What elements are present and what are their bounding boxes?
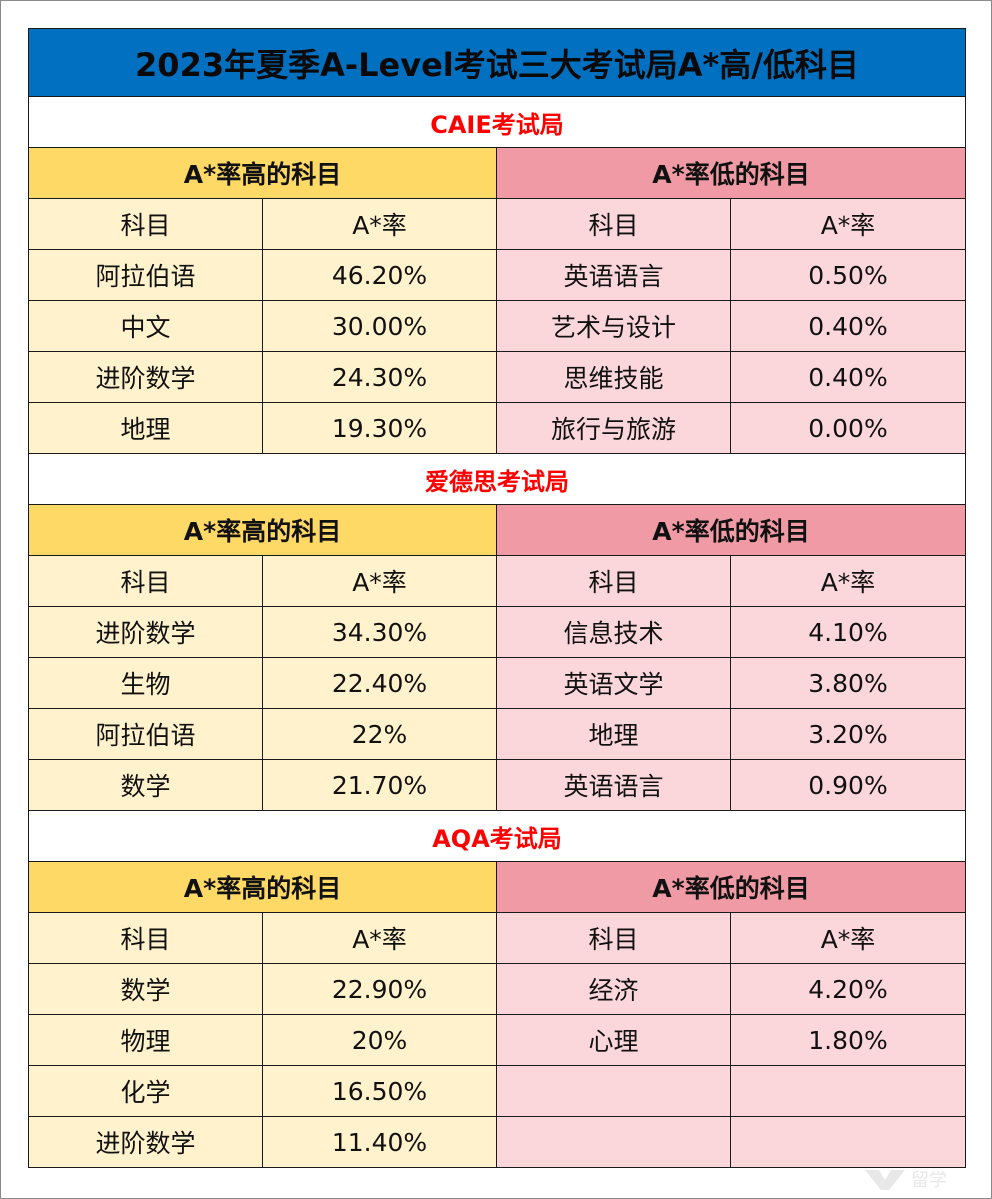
- high-rate-cell: 19.30%: [262, 402, 497, 454]
- high-rate-cell: 21.70%: [262, 759, 497, 811]
- high-subject-cell: 进阶数学: [28, 1116, 263, 1168]
- low-rate-cell: 3.80%: [730, 657, 966, 709]
- low-rate-cell: 0.50%: [730, 249, 966, 301]
- high-subject-cell: 阿拉伯语: [28, 249, 263, 301]
- high-rate-cell: 30.00%: [262, 300, 497, 352]
- column-header-row: 科目 A*率 科目 A*率: [28, 555, 966, 607]
- table-row: 阿拉伯语 46.20% 英语语言 0.50%: [28, 249, 966, 301]
- low-rate-cell: 1.80%: [730, 1014, 966, 1066]
- low-rate-header: A*率低的科目: [496, 861, 966, 913]
- high-rate-cell: 22%: [262, 708, 497, 760]
- low-subject-cell: 思维技能: [496, 351, 731, 403]
- table-row: 化学 16.50%: [28, 1065, 966, 1117]
- low-rate-column-header: A*率: [730, 912, 966, 964]
- high-subject-cell: 数学: [28, 963, 263, 1015]
- low-subject-cell: 英语语言: [496, 759, 731, 811]
- table-row: 数学 22.90% 经济 4.20%: [28, 963, 966, 1015]
- high-rate-cell: 24.30%: [262, 351, 497, 403]
- board-row: AQA考试局: [28, 810, 966, 862]
- high-rate-cell: 22.40%: [262, 657, 497, 709]
- table-row: 数学 21.70% 英语语言 0.90%: [28, 759, 966, 811]
- table-row: 进阶数学 34.30% 信息技术 4.10%: [28, 606, 966, 658]
- column-header-row: 科目 A*率 科目 A*率: [28, 198, 966, 250]
- low-rate-cell: [730, 1065, 966, 1117]
- section-header-row: A*率高的科目 A*率低的科目: [28, 147, 966, 199]
- high-rate-header: A*率高的科目: [28, 861, 497, 913]
- low-subject-column-header: 科目: [496, 198, 731, 250]
- high-rate-cell: 34.30%: [262, 606, 497, 658]
- board-name: CAIE考试局: [28, 96, 966, 148]
- high-subject-cell: 数学: [28, 759, 263, 811]
- table-row: 进阶数学 24.30% 思维技能 0.40%: [28, 351, 966, 403]
- table-row: 中文 30.00% 艺术与设计 0.40%: [28, 300, 966, 352]
- high-subject-cell: 中文: [28, 300, 263, 352]
- low-subject-cell: [496, 1116, 731, 1168]
- low-rate-cell: 0.40%: [730, 351, 966, 403]
- low-subject-cell: 信息技术: [496, 606, 731, 658]
- low-rate-cell: 0.40%: [730, 300, 966, 352]
- low-rate-cell: [730, 1116, 966, 1168]
- high-rate-cell: 22.90%: [262, 963, 497, 1015]
- low-rate-header: A*率低的科目: [496, 147, 966, 199]
- high-subject-cell: 进阶数学: [28, 351, 263, 403]
- section-header-row: A*率高的科目 A*率低的科目: [28, 504, 966, 556]
- low-subject-cell: [496, 1065, 731, 1117]
- low-rate-cell: 4.20%: [730, 963, 966, 1015]
- low-rate-header: A*率低的科目: [496, 504, 966, 556]
- low-rate-cell: 4.10%: [730, 606, 966, 658]
- table-row: 物理 20% 心理 1.80%: [28, 1014, 966, 1066]
- high-subject-column-header: 科目: [28, 912, 263, 964]
- low-rate-cell: 0.00%: [730, 402, 966, 454]
- low-rate-cell: 3.20%: [730, 708, 966, 760]
- high-subject-column-header: 科目: [28, 198, 263, 250]
- high-subject-cell: 阿拉伯语: [28, 708, 263, 760]
- high-subject-column-header: 科目: [28, 555, 263, 607]
- watermark-logo-icon: 留学: [865, 1170, 947, 1191]
- high-rate-cell: 16.50%: [262, 1065, 497, 1117]
- low-subject-cell: 英语文学: [496, 657, 731, 709]
- high-rate-column-header: A*率: [262, 555, 497, 607]
- high-subject-cell: 进阶数学: [28, 606, 263, 658]
- table-row: 生物 22.40% 英语文学 3.80%: [28, 657, 966, 709]
- high-rate-header: A*率高的科目: [28, 147, 497, 199]
- low-rate-column-header: A*率: [730, 198, 966, 250]
- table-row: 进阶数学 11.40%: [28, 1116, 966, 1168]
- page-title: 2023年夏季A-Level考试三大考试局A*高/低科目: [28, 28, 966, 97]
- score-table: 2023年夏季A-Level考试三大考试局A*高/低科目 CAIE考试局 A*率高…: [28, 28, 966, 1168]
- section-header-row: A*率高的科目 A*率低的科目: [28, 861, 966, 913]
- high-rate-header: A*率高的科目: [28, 504, 497, 556]
- high-subject-cell: 物理: [28, 1014, 263, 1066]
- column-header-row: 科目 A*率 科目 A*率: [28, 912, 966, 964]
- high-rate-cell: 46.20%: [262, 249, 497, 301]
- table-row: 地理 19.30% 旅行与旅游 0.00%: [28, 402, 966, 454]
- board-row: CAIE考试局: [28, 96, 966, 148]
- low-rate-cell: 0.90%: [730, 759, 966, 811]
- high-subject-cell: 生物: [28, 657, 263, 709]
- high-rate-column-header: A*率: [262, 198, 497, 250]
- low-subject-cell: 地理: [496, 708, 731, 760]
- watermark-text: 留学: [911, 1170, 947, 1191]
- high-rate-cell: 11.40%: [262, 1116, 497, 1168]
- low-subject-column-header: 科目: [496, 912, 731, 964]
- low-subject-cell: 旅行与旅游: [496, 402, 731, 454]
- low-subject-column-header: 科目: [496, 555, 731, 607]
- low-subject-cell: 心理: [496, 1014, 731, 1066]
- board-name: 爱德思考试局: [28, 453, 966, 505]
- table-row: 阿拉伯语 22% 地理 3.20%: [28, 708, 966, 760]
- high-rate-cell: 20%: [262, 1014, 497, 1066]
- low-rate-column-header: A*率: [730, 555, 966, 607]
- low-subject-cell: 经济: [496, 963, 731, 1015]
- high-subject-cell: 地理: [28, 402, 263, 454]
- low-subject-cell: 艺术与设计: [496, 300, 731, 352]
- high-subject-cell: 化学: [28, 1065, 263, 1117]
- board-row: 爱德思考试局: [28, 453, 966, 505]
- title-row: 2023年夏季A-Level考试三大考试局A*高/低科目: [28, 28, 966, 97]
- board-name: AQA考试局: [28, 810, 966, 862]
- low-subject-cell: 英语语言: [496, 249, 731, 301]
- high-rate-column-header: A*率: [262, 912, 497, 964]
